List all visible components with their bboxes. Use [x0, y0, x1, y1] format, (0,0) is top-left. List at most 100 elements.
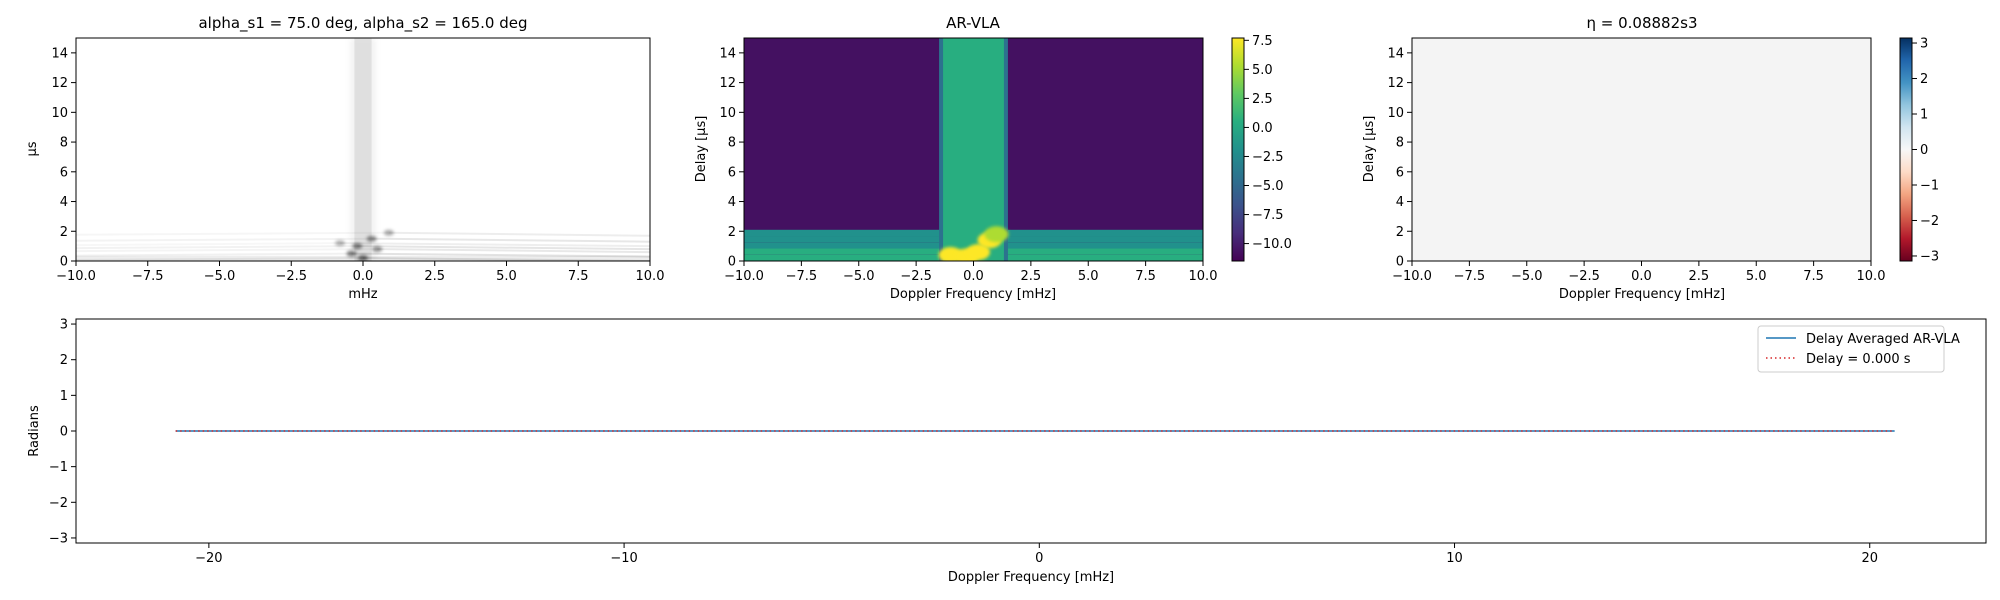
scatter-streak: [76, 252, 352, 257]
y-tick-label: 14: [1387, 46, 1404, 61]
vertical-band-core: [962, 38, 985, 261]
x-tick-label: 5.0: [496, 269, 517, 284]
y-tick-label: 14: [51, 46, 68, 61]
x-tick-label: −2.5: [900, 269, 932, 284]
x-axis-label: Doppler Frequency [mHz]: [1559, 287, 1725, 302]
colorbar-tick-label: 1: [1920, 108, 1928, 123]
x-tick-label: −5.0: [204, 269, 236, 284]
y-tick-label: 8: [728, 136, 736, 151]
peak-blob: [966, 244, 991, 261]
y-tick-label: 1: [60, 389, 68, 404]
x-tick-label: −20: [195, 551, 222, 566]
colorbar-tick-label: −2: [1920, 214, 1939, 229]
x-tick-label: 0.0: [963, 269, 984, 284]
y-axis-label: Delay [μs]: [1362, 116, 1377, 183]
x-tick-label: −2.5: [1568, 269, 1600, 284]
panel-top-left: alpha_s1 = 75.0 deg, alpha_s2 = 165.0 de…: [25, 14, 664, 302]
y-tick-label: −2: [49, 496, 68, 511]
x-axis-label: Doppler Frequency [mHz]: [948, 570, 1114, 585]
axes: −10.0 −7.5 −5.0 −2.5 0.0 2.5 5.0 7.5 10.0 0 2 4 6 8 10…: [51, 46, 664, 284]
y-tick-label: 4: [728, 195, 736, 210]
y-tick-label: 2: [1396, 225, 1404, 240]
x-tick-label: −10.0: [1392, 269, 1432, 284]
colorbar-tick-label: 3: [1920, 37, 1928, 52]
y-tick-label: 12: [719, 76, 736, 91]
axes: −10.0 −7.5 −5.0 −2.5 0.0 2.5 5.0 7.5 10.0 0 2 4 6 8 10…: [719, 46, 1217, 284]
colorbar-tick-label: 7.5: [1252, 34, 1273, 49]
x-tick-label: −10: [610, 551, 637, 566]
scatter-streak: [76, 248, 378, 253]
y-tick-label: −3: [49, 531, 68, 546]
legend-label-series-0: Delay Averaged AR-VLA: [1806, 332, 1960, 347]
bright-point: [335, 240, 346, 247]
y-axis-label: Delay [μs]: [694, 116, 709, 183]
y-tick-label: 10: [719, 106, 736, 121]
colorbar-tick-label: 2: [1920, 72, 1928, 87]
colorbar-tick-label: −5.0: [1252, 179, 1284, 194]
colorbar: [1899, 37, 1913, 262]
y-tick-label: 2: [60, 353, 68, 368]
x-tick-label: 2.5: [1689, 269, 1710, 284]
y-tick-label: 6: [60, 165, 68, 180]
colorbar-ticks: 3 2 1 0 −1 −2 −3: [1912, 37, 1939, 264]
colorbar-tick-label: −10.0: [1252, 237, 1292, 252]
legend-box: [1757, 325, 1945, 373]
colorbar-tick-label: −3: [1920, 249, 1939, 264]
y-tick-label: 0: [728, 255, 736, 270]
colorbar-tick-label: 2.5: [1252, 92, 1273, 107]
x-tick-label: −7.5: [1454, 269, 1486, 284]
x-axis-label: Doppler Frequency [mHz]: [890, 287, 1056, 302]
peak-blob: [984, 226, 1009, 243]
vertical-streak: [354, 38, 372, 261]
y-tick-label: 6: [728, 165, 736, 180]
x-tick-label: 0: [1035, 551, 1043, 566]
x-tick-label: 0.0: [353, 269, 374, 284]
y-tick-label: 10: [51, 106, 68, 121]
x-tick-label: 20: [1861, 551, 1878, 566]
x-tick-label: 10.0: [1857, 269, 1886, 284]
colorbar-tick-label: 0.0: [1252, 121, 1273, 136]
x-tick-label: 10.0: [1189, 269, 1218, 284]
x-tick-label: −2.5: [275, 269, 307, 284]
panel-title: η = 0.08882s3: [1587, 14, 1698, 32]
legend-label-series-1: Delay = 0.000 s: [1806, 352, 1911, 367]
bright-point: [352, 243, 363, 250]
x-tick-label: 0.0: [1631, 269, 1652, 284]
y-tick-label: 10: [1387, 106, 1404, 121]
y-tick-label: 8: [60, 136, 68, 151]
scatter-streak: [377, 248, 650, 254]
panel-top-right: η = 0.08882s3 −10.0 −7.5 −5.0 −2.5 0.0 2.5 5.0…: [1362, 14, 1939, 302]
x-tick-label: −7.5: [786, 269, 818, 284]
x-tick-label: −7.5: [132, 269, 164, 284]
heatmap-marks: [744, 38, 1203, 261]
colorbar-ticks: 7.5 5.0 2.5 0.0 −2.5 −5.0 −7.5 −10.0: [1244, 34, 1292, 252]
panel-top-middle: AR-VLA −10.0 −7.5 −5.0 −2.5 0.0 2.5 5.0 7.5 10.0…: [694, 14, 1292, 302]
y-tick-label: 4: [60, 195, 68, 210]
x-tick-label: 2.5: [424, 269, 445, 284]
panel-title: alpha_s1 = 75.0 deg, alpha_s2 = 165.0 de…: [198, 14, 527, 33]
x-tick-label: 7.5: [568, 269, 589, 284]
y-tick-label: 2: [728, 225, 736, 240]
x-axis-label: mHz: [348, 287, 377, 302]
x-tick-label: −10.0: [724, 269, 764, 284]
y-tick-label: 0: [60, 255, 68, 270]
y-tick-label: 0: [60, 425, 68, 440]
x-tick-label: 2.5: [1021, 269, 1042, 284]
x-tick-label: 10.0: [636, 269, 665, 284]
y-axis-label: Radians: [27, 405, 42, 457]
y-tick-label: 3: [60, 318, 68, 333]
bright-point: [366, 235, 377, 242]
y-tick-label: 12: [1387, 76, 1404, 91]
y-tick-label: 4: [1396, 195, 1404, 210]
y-tick-label: 8: [1396, 136, 1404, 151]
y-tick-label: 0: [1396, 255, 1404, 270]
colorbar-tick-label: −7.5: [1252, 208, 1284, 223]
x-tick-label: −5.0: [843, 269, 875, 284]
scatter-streak: [351, 252, 650, 258]
scatter-streak: [388, 231, 650, 237]
bright-point: [346, 250, 357, 257]
legend: Delay Averaged AR-VLA Delay = 0.000 s: [1757, 325, 1960, 373]
